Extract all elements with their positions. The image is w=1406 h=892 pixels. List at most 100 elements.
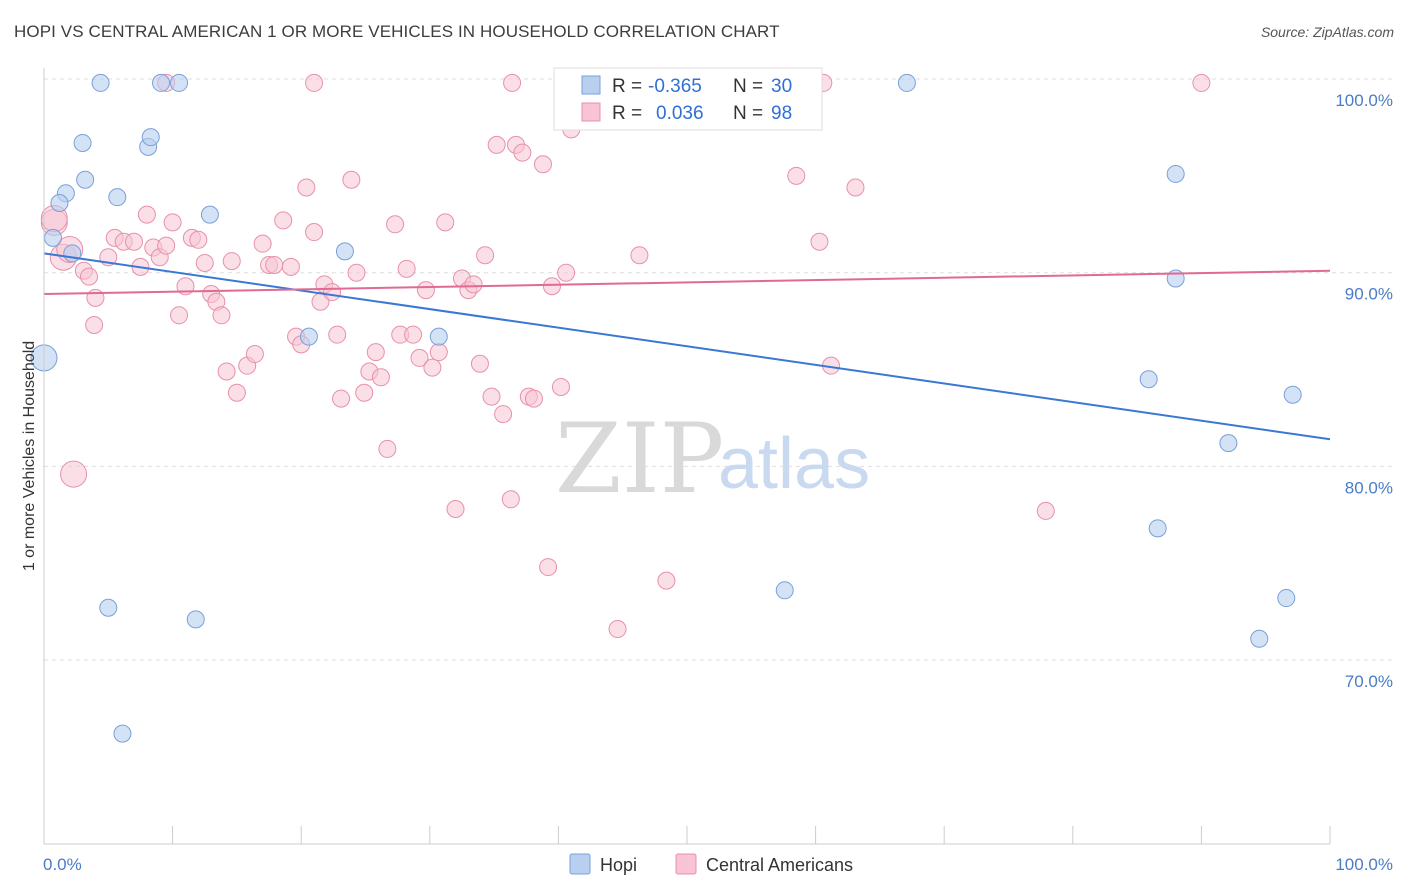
source-label: Source: ZipAtlas.com	[1260, 24, 1394, 40]
y-tick-label-0: 100.0%	[1335, 91, 1393, 110]
hopi-point-10	[108, 188, 127, 207]
central-point-7	[85, 315, 104, 334]
hopi-point-7	[76, 170, 95, 189]
central-point-5	[80, 267, 99, 286]
central-point-73	[513, 143, 532, 162]
y-tick-label-1: 90.0%	[1345, 285, 1393, 304]
central-point-78	[542, 277, 561, 296]
central-point-76	[533, 155, 552, 174]
central-point-12	[125, 232, 144, 251]
central-point-51	[371, 368, 390, 387]
watermark-zip: ZIP	[555, 403, 724, 515]
y-tick-label-3: 70.0%	[1345, 672, 1393, 691]
central-point-39	[297, 178, 316, 197]
central-point-67	[476, 246, 495, 265]
hopi-point-29	[113, 724, 132, 743]
hopi-trend-line	[43, 252, 1331, 441]
central-point-8	[60, 460, 88, 488]
series-legend: Hopi Central Americans	[569, 853, 853, 875]
hopi-point-22	[1219, 434, 1238, 453]
central-point-43	[323, 283, 342, 302]
central-point-48	[355, 383, 374, 402]
central-point-31	[245, 345, 264, 364]
hopi-point-24	[775, 581, 794, 600]
central-point-87	[810, 232, 829, 251]
central-point-32	[253, 234, 272, 253]
central-point-34	[265, 255, 284, 274]
central-point-26	[212, 306, 231, 325]
central-point-17	[157, 236, 176, 255]
central-point-47	[347, 263, 366, 282]
trend-lines	[43, 252, 1331, 441]
x-tick-labels: 0.0% 100.0%	[43, 855, 1393, 874]
hopi-point-3	[897, 73, 916, 92]
central-point-46	[342, 170, 361, 189]
axes	[43, 68, 1331, 845]
hopi-point-18	[1166, 164, 1185, 183]
central-point-27	[217, 362, 236, 381]
central-point-18	[163, 213, 182, 232]
central-point-92	[1192, 73, 1211, 92]
hopi-points	[30, 73, 1302, 743]
bottom-legend-swatch-central	[675, 853, 697, 875]
bottom-legend-swatch-hopi	[569, 853, 591, 875]
legend-r-label-central: R =	[612, 103, 642, 124]
hopi-point-20	[1139, 370, 1158, 389]
central-point-57	[410, 348, 429, 367]
central-point-14	[137, 205, 156, 224]
central-point-22	[189, 230, 208, 249]
central-point-96	[503, 73, 522, 92]
legend-n-value-hopi: 30	[771, 76, 792, 97]
central-point-82	[608, 620, 627, 639]
central-point-44	[328, 325, 347, 344]
hopi-point-23	[1148, 519, 1167, 538]
central-point-45	[332, 389, 351, 408]
legend-n-label-hopi: N =	[733, 76, 763, 97]
central-point-53	[386, 215, 405, 234]
central-point-58	[416, 281, 435, 300]
central-point-70	[494, 405, 513, 424]
x-tick-label-0: 0.0%	[43, 855, 82, 874]
legend-r-label-hopi: R =	[612, 76, 642, 97]
central-point-68	[482, 387, 501, 406]
central-point-71	[501, 490, 520, 509]
x-tick-label-1: 100.0%	[1335, 855, 1393, 874]
central-point-90	[846, 178, 865, 197]
central-point-77	[539, 558, 558, 577]
central-point-35	[274, 211, 293, 230]
central-point-55	[397, 259, 416, 278]
legend-r-value-central: 0.036	[656, 103, 704, 124]
central-point-36	[281, 257, 300, 276]
chart-title: HOPI VS CENTRAL AMERICAN 1 OR MORE VEHIC…	[14, 22, 780, 41]
central-point-29	[227, 383, 246, 402]
central-point-59	[423, 358, 442, 377]
legend-n-label-central: N =	[733, 103, 763, 124]
central-point-28	[222, 252, 241, 271]
central-point-19	[170, 306, 189, 325]
hopi-point-14	[335, 242, 354, 261]
central-point-86	[787, 166, 806, 185]
legend-swatch-central	[581, 102, 601, 122]
central-point-75	[524, 389, 543, 408]
central-point-84	[657, 571, 676, 590]
hopi-point-26	[186, 610, 205, 629]
watermark-atlas: atlas	[718, 424, 870, 504]
central-point-6	[86, 288, 105, 307]
central-point-50	[366, 343, 385, 362]
hopi-point-6	[141, 128, 160, 147]
central-point-91	[1036, 501, 1055, 520]
y-tick-labels: 100.0% 90.0% 80.0% 70.0%	[1335, 91, 1393, 691]
hopi-point-11	[200, 205, 219, 224]
bottom-legend-label-hopi: Hopi	[600, 855, 637, 875]
central-point-52	[378, 439, 397, 458]
central-point-60	[429, 343, 448, 362]
hopi-point-21	[1283, 385, 1302, 404]
bottom-legend-label-central: Central Americans	[706, 855, 853, 875]
hopi-point-4	[73, 133, 92, 152]
hopi-point-9	[50, 193, 69, 212]
central-point-80	[557, 263, 576, 282]
central-trend-line	[43, 269, 1331, 296]
central-point-66	[470, 354, 489, 373]
hopi-point-17	[429, 327, 448, 346]
central-point-83	[630, 246, 649, 265]
